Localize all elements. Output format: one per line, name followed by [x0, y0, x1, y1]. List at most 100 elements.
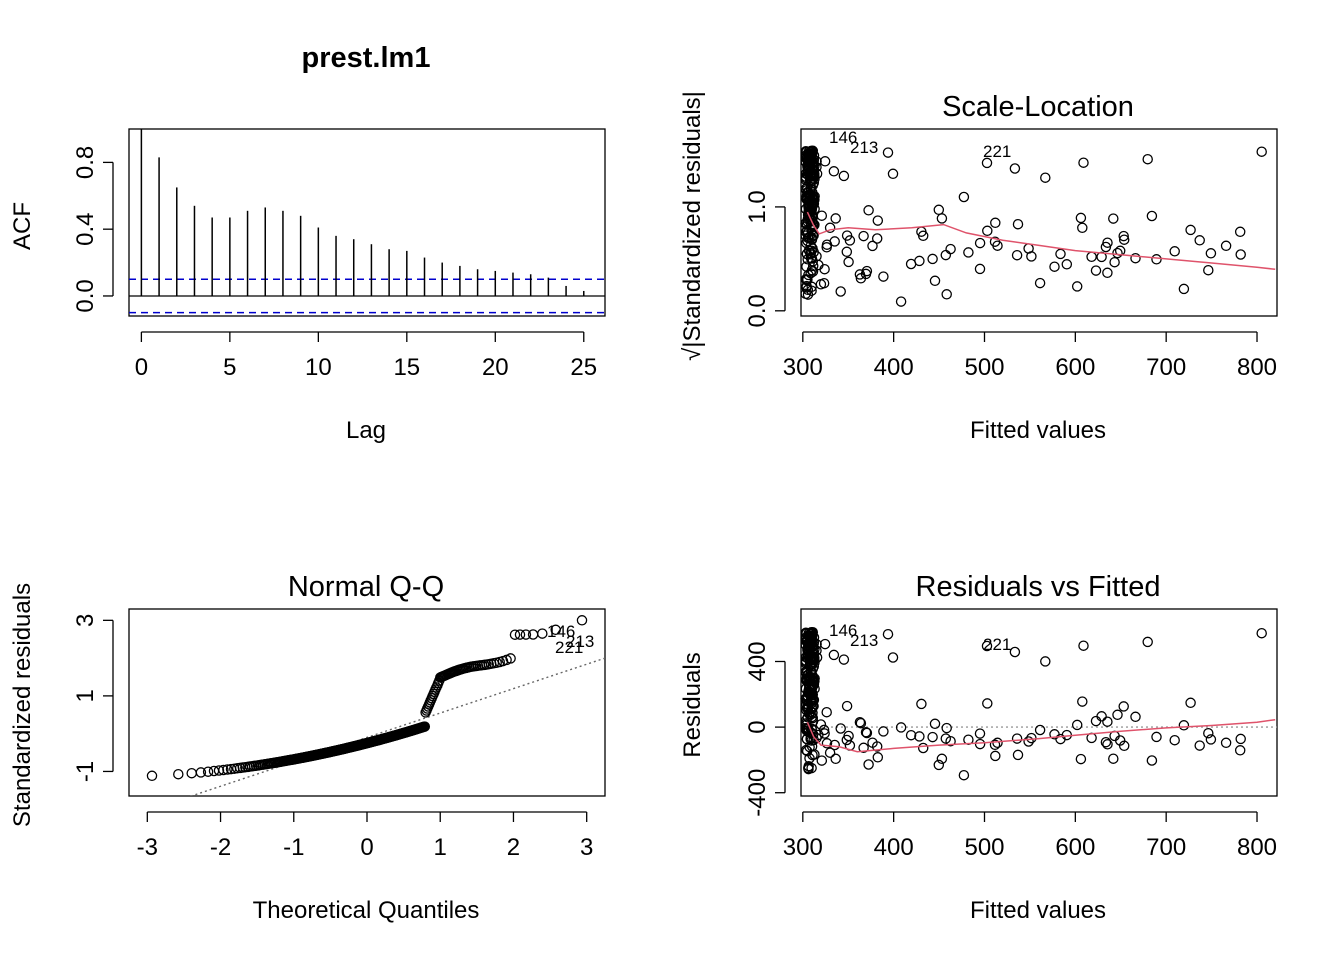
- normal-qq-y-tick-label: 3: [72, 614, 99, 627]
- scale-location-point: [855, 273, 867, 284]
- residuals-fitted-point: [806, 682, 817, 693]
- scale-location-point: [1071, 281, 1083, 292]
- residuals-fitted-panel: Residuals vs Fitted Fitted values Residu…: [679, 571, 1278, 924]
- residuals-fitted-point: [1102, 716, 1113, 727]
- scale-location-point: [815, 279, 827, 290]
- scale-location-point: [1100, 241, 1112, 253]
- scale-location-point: [917, 230, 929, 242]
- residuals-fitted-point: [804, 680, 815, 692]
- scale-location-point: [1090, 265, 1102, 276]
- residuals-fitted-point: [816, 755, 828, 766]
- residuals-fitted-point: [1178, 720, 1190, 731]
- acf-x-tick-label: 0: [135, 354, 148, 381]
- residuals-fitted-point: [916, 698, 927, 710]
- residuals-fitted-y-tick-label: 0: [744, 720, 771, 733]
- residuals-fitted-point: [1185, 697, 1196, 709]
- scale-location-point: [807, 260, 819, 272]
- normal-qq-point: [222, 764, 233, 775]
- scale-location-point: [1109, 256, 1120, 268]
- scale-location-point: [1034, 277, 1046, 289]
- normal-qq-point: [505, 653, 516, 664]
- scale-location-point: [841, 230, 853, 241]
- scale-location-point: [805, 149, 816, 161]
- residuals-fitted-point: [800, 744, 812, 756]
- normal-qq-x-tick-label: -1: [283, 834, 304, 861]
- residuals-fitted-title: Residuals vs Fitted: [916, 571, 1161, 603]
- residuals-fitted-point: [936, 753, 948, 765]
- residuals-fitted-point: [1011, 733, 1023, 744]
- scale-location-point: [958, 191, 970, 203]
- acf-y-tick-label: 0.8: [72, 146, 99, 179]
- residuals-fitted-point: [835, 723, 846, 734]
- scale-location-point: [804, 155, 815, 166]
- residuals-fitted-point: [1112, 709, 1123, 721]
- scale-location-point: [802, 232, 814, 244]
- scale-location-point: [878, 271, 889, 282]
- residuals-fitted-point: [838, 654, 850, 665]
- residuals-fitted-y-tick-label: -400: [744, 769, 771, 817]
- normal-qq-panel: Normal Q-Q Theoretical Quantiles Standar…: [9, 571, 606, 924]
- residuals-fitted-point: [1146, 755, 1158, 766]
- scale-location-point: [963, 247, 974, 258]
- acf-y-tick-label: 0.0: [72, 279, 99, 312]
- residuals-fitted-x-tick-label: 700: [1146, 834, 1186, 861]
- residuals-fitted-point: [804, 638, 815, 649]
- scale-location-point: [940, 249, 952, 261]
- scale-location-point: [933, 204, 945, 216]
- scale-location-point: [804, 200, 815, 211]
- scale-location-point: [835, 286, 846, 297]
- residuals-fitted-x-tick-label: 400: [874, 834, 914, 861]
- normal-qq-point: [186, 767, 197, 779]
- scale-location-point: [800, 226, 812, 238]
- residuals-fitted-point: [887, 652, 899, 663]
- normal-qq-point: [576, 615, 588, 626]
- normal-qq-label-213: 213: [566, 632, 594, 651]
- residuals-fitted-point: [1034, 724, 1046, 736]
- normal-qq-y-tick-label: -1: [72, 761, 99, 782]
- scale-location-point: [1108, 213, 1119, 224]
- scale-location-x-tick-label: 500: [964, 354, 1004, 381]
- residuals-fitted-point: [811, 639, 822, 650]
- residuals-fitted-point: [861, 727, 873, 739]
- scale-location-point: [863, 205, 874, 216]
- residuals-fitted-point: [882, 628, 894, 640]
- scale-location-point: [1234, 226, 1246, 238]
- normal-qq-x-tick-label: 3: [580, 834, 593, 861]
- acf-ylabel: ACF: [9, 202, 36, 250]
- acf-panel: prest.lm1 Lag ACF 0 5 10 15 20 25 0.0 0.4 0.8: [9, 42, 606, 444]
- scale-location-point: [927, 253, 938, 265]
- scale-location-point: [819, 156, 831, 167]
- residuals-fitted-point: [803, 760, 814, 772]
- scale-location-point: [882, 147, 894, 158]
- scale-location-point: [1118, 234, 1130, 245]
- scale-location-point: [1194, 235, 1205, 246]
- normal-qq-frame: [128, 608, 606, 797]
- scale-location-y-tick-label: 1.0: [744, 190, 771, 223]
- scale-location-point: [1075, 212, 1087, 224]
- residuals-fitted-point: [1108, 753, 1119, 764]
- acf-x-tick-label: 25: [570, 354, 597, 381]
- residuals-fitted-point: [1096, 711, 1107, 722]
- acf-x-tick-label: 15: [393, 354, 420, 381]
- normal-qq-y-tick-label: 1: [72, 689, 99, 702]
- normal-qq-point: [202, 766, 214, 777]
- scale-location-point: [1178, 283, 1190, 295]
- acf-title: prest.lm1: [302, 42, 431, 74]
- residuals-fitted-point: [981, 640, 993, 652]
- residuals-fitted-point: [1100, 736, 1112, 748]
- acf-y-tick-label: 0.4: [72, 212, 99, 245]
- scale-location-point: [1203, 264, 1214, 276]
- scale-location-point: [1185, 224, 1196, 236]
- residuals-fitted-point: [929, 718, 941, 730]
- residuals-fitted-point: [989, 739, 1001, 751]
- residuals-fitted-point: [843, 730, 854, 742]
- residuals-fitted-point: [1194, 740, 1205, 751]
- residuals-fitted-point: [1130, 711, 1141, 723]
- scale-location-point: [803, 207, 814, 218]
- residuals-fitted-point: [824, 747, 836, 758]
- residuals-fitted-point: [958, 769, 970, 781]
- residuals-fitted-point: [807, 729, 819, 740]
- scale-location-point: [1102, 267, 1113, 279]
- normal-qq-point: [509, 629, 521, 640]
